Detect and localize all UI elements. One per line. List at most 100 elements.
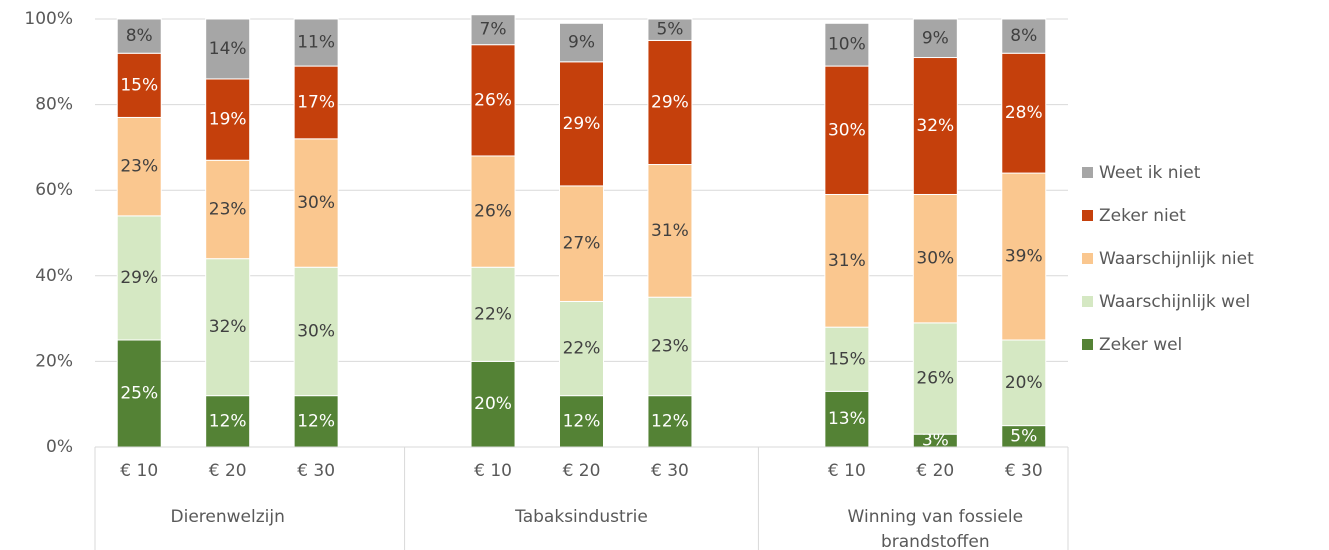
bar-segment <box>1001 18 1047 54</box>
data-label: 14% <box>209 39 247 59</box>
data-label: 15% <box>120 75 158 95</box>
data-label: 30% <box>297 321 335 341</box>
data-label: 9% <box>568 33 595 53</box>
x-tick-label: € 30 <box>651 461 689 481</box>
y-tick-label: 100% <box>24 9 73 29</box>
data-label: 26% <box>474 202 512 222</box>
bar-segment <box>205 18 251 80</box>
legend-label: Zeker wel <box>1099 335 1182 355</box>
bar-segment <box>647 18 693 41</box>
legend-label: Waarschijnlijk niet <box>1099 249 1254 269</box>
bar-segment <box>559 395 604 448</box>
data-label: 3% <box>922 431 949 451</box>
bar-segment <box>824 65 870 195</box>
bar-segment <box>293 266 339 397</box>
data-label: 13% <box>828 409 866 429</box>
bar-segment <box>205 78 251 161</box>
legend-swatch <box>1082 167 1093 178</box>
data-label: 32% <box>916 116 954 136</box>
data-label: 29% <box>120 268 158 288</box>
y-tick-label: 20% <box>35 351 73 371</box>
data-label: 26% <box>474 90 512 110</box>
x-tick-label: € 30 <box>297 461 335 481</box>
legend-swatch <box>1082 253 1093 264</box>
bar-segment <box>116 116 162 217</box>
data-label: 12% <box>563 411 601 431</box>
bar-segment <box>559 300 604 397</box>
data-label: 29% <box>563 114 601 134</box>
data-label: 7% <box>480 20 507 40</box>
data-label: 20% <box>1005 373 1043 393</box>
data-label: 30% <box>297 193 335 213</box>
bar-segment <box>824 22 870 67</box>
bar-segment <box>205 395 251 448</box>
bar-segment <box>470 44 516 157</box>
data-label: 23% <box>651 336 689 356</box>
bar-segment <box>559 185 604 302</box>
bar-segment <box>205 258 251 397</box>
data-label: 8% <box>126 26 153 46</box>
data-label: 10% <box>828 35 866 55</box>
data-label: 30% <box>916 249 954 269</box>
data-label: 5% <box>656 20 683 40</box>
bar-segment <box>647 39 693 166</box>
data-label: 20% <box>474 394 512 414</box>
bar-segment <box>293 138 339 268</box>
bar-segment <box>824 326 870 392</box>
data-label: 17% <box>297 92 335 112</box>
y-tick-label: 80% <box>35 95 73 115</box>
data-label: 9% <box>922 28 949 48</box>
bar-segment <box>205 159 251 260</box>
data-label: 26% <box>916 369 954 389</box>
data-label: 22% <box>563 339 601 359</box>
data-label: 31% <box>651 221 689 241</box>
x-tick-label: € 10 <box>828 461 866 481</box>
bar-segment <box>559 22 604 63</box>
data-label: 32% <box>209 317 247 337</box>
data-label: 39% <box>1005 247 1043 267</box>
x-tick-label: € 20 <box>209 461 247 481</box>
legend-swatch <box>1082 210 1093 221</box>
data-label: 12% <box>209 411 247 431</box>
y-tick-label: 40% <box>35 266 73 286</box>
data-label: 25% <box>120 384 158 404</box>
data-label: 28% <box>1005 103 1043 123</box>
x-tick-label: € 10 <box>120 461 158 481</box>
bar-segment <box>470 360 516 448</box>
bar-segment <box>116 215 162 341</box>
bar-segment <box>293 65 339 140</box>
data-label: 5% <box>1010 426 1037 446</box>
bar-segment <box>912 18 958 59</box>
data-label: 29% <box>651 92 689 112</box>
bar-segment <box>470 266 516 362</box>
legend-label: Waarschijnlijk wel <box>1099 292 1250 312</box>
bar-segment <box>912 322 958 435</box>
y-tick-label: 0% <box>46 437 73 457</box>
data-label: 12% <box>297 411 335 431</box>
bar-segment <box>1001 52 1047 174</box>
legend-swatch <box>1082 339 1093 350</box>
legend-label: Zeker niet <box>1099 206 1186 226</box>
x-tick-label: € 20 <box>563 461 601 481</box>
bar-segment <box>293 18 339 67</box>
data-label: 11% <box>297 33 335 53</box>
bar-segment <box>1001 172 1047 341</box>
data-label: 19% <box>209 110 247 130</box>
data-label: 30% <box>828 120 866 140</box>
data-label: 23% <box>209 199 247 219</box>
data-label: 23% <box>120 157 158 177</box>
data-label: 15% <box>828 349 866 369</box>
x-tick-label: € 30 <box>1005 461 1043 481</box>
bar-segment <box>116 18 162 54</box>
bar-segment <box>293 395 339 448</box>
group-label: Tabaksindustrie <box>515 507 648 527</box>
legend-label: Weet ik niet <box>1099 163 1201 183</box>
x-tick-label: € 10 <box>474 461 512 481</box>
y-tick-label: 60% <box>35 180 73 200</box>
data-label: 8% <box>1010 26 1037 46</box>
bar-segment <box>647 395 693 448</box>
group-label: Winning van fossiele brandstoffen <box>847 507 1024 550</box>
data-label: 27% <box>563 234 601 254</box>
